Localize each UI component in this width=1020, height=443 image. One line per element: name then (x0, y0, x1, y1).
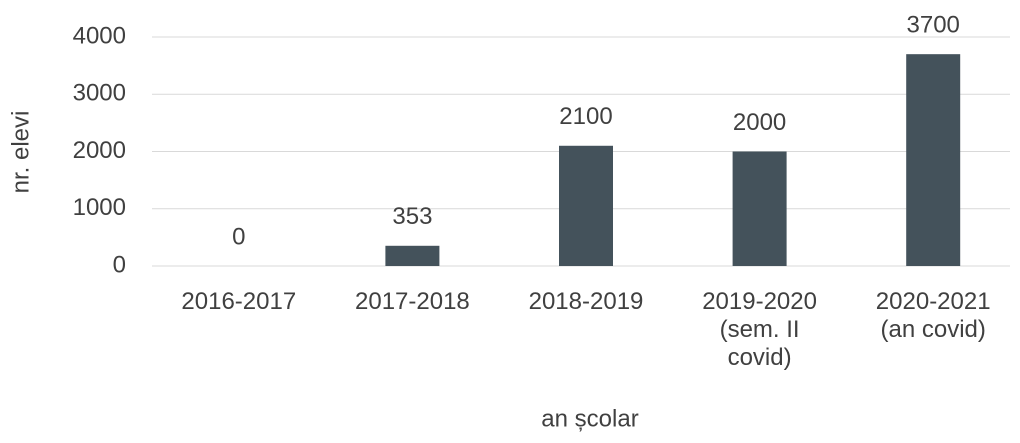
bar (732, 151, 787, 266)
bar (906, 54, 961, 266)
y-tick-label: 3000 (73, 80, 126, 107)
y-tick-label: 0 (113, 251, 126, 278)
x-axis-label: an școlar (541, 405, 638, 432)
y-tick-label: 4000 (73, 22, 126, 49)
bar (385, 245, 440, 266)
data-label: 0 (232, 223, 245, 250)
y-tick-label: 1000 (73, 194, 126, 221)
data-label: 2100 (559, 103, 612, 130)
data-label: 353 (392, 203, 432, 230)
x-tick-label: 2017-2018 (355, 288, 470, 315)
data-label: 2000 (733, 109, 786, 136)
y-axis-label: nr. elevi (7, 111, 34, 194)
x-tick-label: 2019-2020 (sem. II covid) (702, 288, 817, 371)
x-tick-label: 2018-2019 (528, 288, 644, 315)
y-tick-label: 2000 (73, 137, 126, 164)
x-tick-label: 2020-2021 (an covid) (875, 288, 991, 343)
data-label: 3700 (907, 12, 960, 39)
x-tick-label: 2016-2017 (181, 288, 297, 315)
bar (559, 145, 613, 266)
